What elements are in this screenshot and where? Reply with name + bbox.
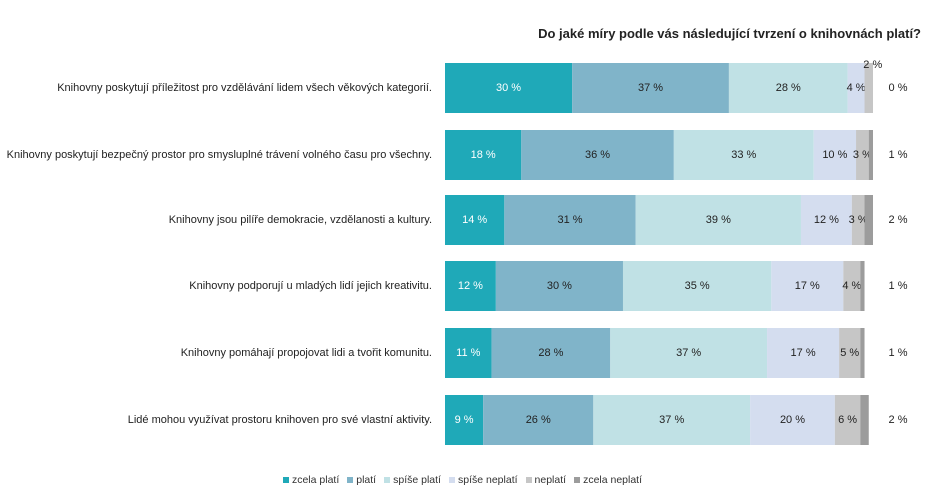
legend-swatch <box>574 477 581 484</box>
bar-segment <box>843 261 861 311</box>
bar-segment <box>635 195 801 245</box>
value-label: 0 % <box>889 82 908 94</box>
bar-segment <box>445 63 573 113</box>
legend-item: spíše neplatí <box>448 474 518 486</box>
value-label: 14 % <box>462 214 487 226</box>
legend-label: neplatí <box>534 474 567 486</box>
value-label: 4 % <box>842 280 861 292</box>
legend-swatch <box>525 477 532 484</box>
bar-segment <box>445 328 492 378</box>
value-label: 6 % <box>838 414 857 426</box>
legend-item: zcela platí <box>282 474 340 486</box>
bar-segment <box>521 130 674 180</box>
value-label: 37 % <box>659 414 684 426</box>
bar-segment <box>856 130 869 180</box>
bar-segment <box>800 195 852 245</box>
bar-segment <box>495 261 623 311</box>
value-label: 30 % <box>547 280 572 292</box>
value-label: 20 % <box>780 414 805 426</box>
category-label: Knihovny poskytují bezpečný prostor pro … <box>6 149 432 161</box>
value-label: 12 % <box>814 214 839 226</box>
value-label: 3 % <box>853 149 872 161</box>
bar-segment <box>839 328 861 378</box>
bar-segment <box>491 328 611 378</box>
category-label: Knihovny pomáhají propojovat lidi a tvoř… <box>180 347 432 359</box>
category-label: Lidé mohou využívat prostoru knihoven pr… <box>127 414 432 426</box>
legend-label: spíše neplatí <box>457 474 518 486</box>
legend-swatch <box>347 477 354 484</box>
legend-item: platí <box>347 474 376 486</box>
bar-segment <box>750 395 835 445</box>
bar-segment <box>864 63 873 113</box>
value-label: 28 % <box>538 347 563 359</box>
value-label: 2 % <box>863 59 882 71</box>
value-label: 12 % <box>458 280 483 292</box>
bar-segment <box>834 395 861 445</box>
bar-segment <box>864 195 873 245</box>
value-label: 33 % <box>731 149 756 161</box>
bar-segment <box>847 63 865 113</box>
bar-segment <box>728 63 848 113</box>
value-label: 37 % <box>676 347 701 359</box>
legend-swatch <box>384 477 391 484</box>
value-label: 30 % <box>496 82 521 94</box>
value-label: 4 % <box>847 82 866 94</box>
value-label: 10 % <box>822 149 847 161</box>
category-label: Knihovny poskytují příležitost pro vzděl… <box>57 82 432 94</box>
value-label: 37 % <box>638 82 663 94</box>
legend: zcela platí platí spíše platí spíše neplatí… <box>0 474 925 486</box>
value-label: 1 % <box>889 280 908 292</box>
legend-label: zcela neplatí <box>583 474 643 486</box>
bar-segment <box>445 130 522 180</box>
value-label: 11 % <box>456 347 480 359</box>
legend-item: neplatí <box>525 474 567 486</box>
bar-segment <box>593 395 751 445</box>
value-label: 2 % <box>889 414 908 426</box>
legend-swatch <box>282 477 289 484</box>
legend-label: platí <box>356 474 377 486</box>
bar-segment <box>445 195 505 245</box>
value-label: 39 % <box>706 214 731 226</box>
bar-segment <box>610 328 768 378</box>
bar-segment <box>572 63 729 113</box>
value-label: 18 % <box>471 149 496 161</box>
bar-segment <box>813 130 857 180</box>
category-label: Knihovny podporují u mladých lidí jejich… <box>189 280 432 292</box>
bar-segment <box>860 395 869 445</box>
value-label: 9 % <box>455 414 474 426</box>
bar-segment <box>445 261 496 311</box>
value-label: 26 % <box>526 414 551 426</box>
bar-segment <box>851 195 865 245</box>
bar-segment <box>860 328 865 378</box>
legend-item: zcela neplatí <box>574 474 642 486</box>
value-label: 17 % <box>791 347 816 359</box>
value-label: 17 % <box>795 280 820 292</box>
bar-segment <box>860 261 865 311</box>
category-label: Knihovny jsou pilíře demokracie, vzdělan… <box>168 214 432 226</box>
bar-segment <box>504 195 636 245</box>
value-label: 1 % <box>889 149 908 161</box>
legend-item: spíše platí <box>384 474 441 486</box>
bar-segment <box>622 261 772 311</box>
legend-label: zcela platí <box>291 474 340 486</box>
value-label: 5 % <box>840 347 859 359</box>
legend-label: spíše platí <box>393 474 441 486</box>
value-label: 2 % <box>889 214 908 226</box>
value-label: 28 % <box>776 82 801 94</box>
bar-segment <box>483 395 594 445</box>
value-label: 36 % <box>585 149 610 161</box>
bar-segment <box>771 261 844 311</box>
value-label: 35 % <box>685 280 710 292</box>
value-label: 3 % <box>849 214 868 226</box>
bar-segment <box>868 130 873 180</box>
legend-swatch <box>448 477 455 484</box>
bar-segment <box>673 130 814 180</box>
value-label: 31 % <box>557 214 582 226</box>
bar-segment <box>445 395 484 445</box>
value-label: 1 % <box>889 347 908 359</box>
chart-title: Do jaké míry podle vás následující tvrze… <box>538 26 921 41</box>
bar-segment <box>767 328 840 378</box>
